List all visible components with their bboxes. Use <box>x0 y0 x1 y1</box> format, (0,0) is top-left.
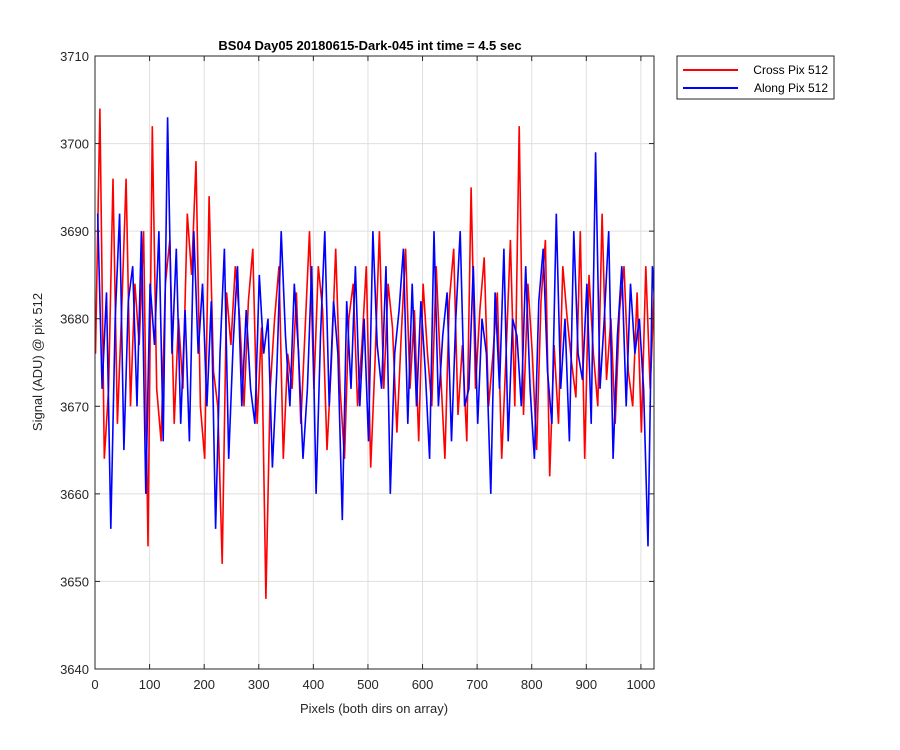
x-tick-label: 1000 <box>626 677 655 692</box>
y-axis: 3640 3650 3660 3670 3680 3690 3700 3710 <box>60 49 654 677</box>
y-tick-label: 3690 <box>60 224 89 239</box>
x-tick-label: 400 <box>303 677 325 692</box>
x-tick-label: 300 <box>248 677 270 692</box>
y-tick-label: 3700 <box>60 137 89 152</box>
x-tick-label: 100 <box>139 677 161 692</box>
series-line-along-pix-512 <box>96 117 654 547</box>
x-tick-label: 600 <box>412 677 434 692</box>
legend-box <box>676 55 835 100</box>
series-layer <box>95 108 654 599</box>
y-tick-label: 3650 <box>60 574 89 589</box>
x-axis-label: Pixels (both dirs on array) <box>300 701 448 716</box>
x-tick-label: 500 <box>357 677 379 692</box>
y-tick-label: 3680 <box>60 312 89 327</box>
x-tick-label: 700 <box>466 677 488 692</box>
x-tick-label: 0 <box>91 677 98 692</box>
legend-label-cross: Cross Pix 512 <box>753 63 828 77</box>
x-tick-label: 900 <box>575 677 597 692</box>
x-tick-label: 800 <box>521 677 543 692</box>
x-axis: 0 100 200 300 400 500 600 700 800 900 1000 <box>91 56 655 692</box>
y-tick-label: 3640 <box>60 662 89 677</box>
y-axis-label: Signal (ADU) @ pix 512 <box>30 293 45 431</box>
chart-title: BS04 Day05 20180615-Dark-045 int time = … <box>218 38 521 53</box>
legend: Cross Pix 512 Along Pix 512 <box>676 55 835 100</box>
plot-frame <box>94 55 655 670</box>
y-tick-label: 3670 <box>60 399 89 414</box>
x-tick-label: 200 <box>193 677 215 692</box>
legend-label-along: Along Pix 512 <box>754 81 828 95</box>
series-line-cross-pix-512 <box>95 108 654 599</box>
y-tick-label: 3710 <box>60 49 89 64</box>
y-tick-label: 3660 <box>60 487 89 502</box>
